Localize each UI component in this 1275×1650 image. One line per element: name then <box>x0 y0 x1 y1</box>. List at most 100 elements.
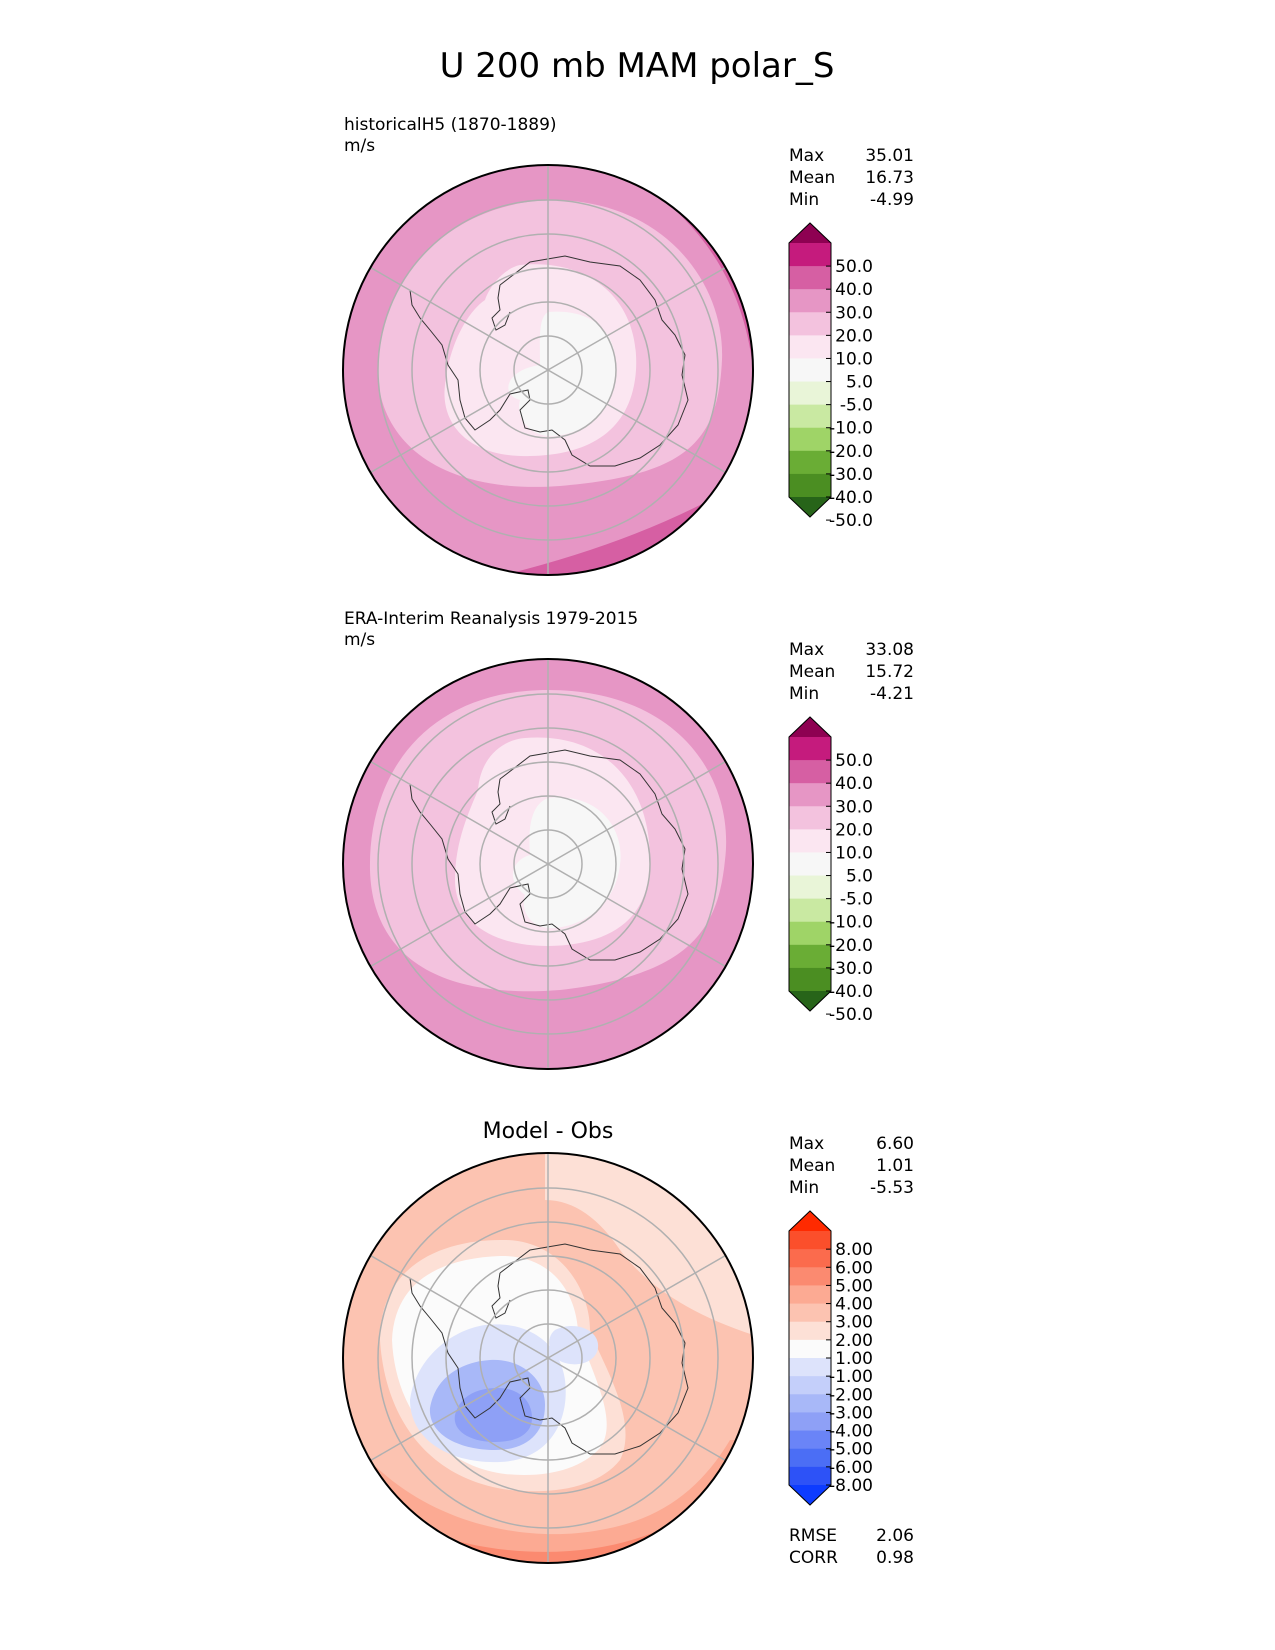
graticule-diff <box>370 1153 726 1563</box>
graticule-ref <box>370 659 726 1069</box>
colorbar-swatch <box>789 783 831 807</box>
colorbar-tick-label: -3.00 <box>829 1403 873 1423</box>
stat-label-min: Min <box>789 190 819 210</box>
colorbar-tick-label: 5.0 <box>846 867 873 887</box>
colorbar-tick-label: -4.00 <box>829 1422 873 1442</box>
colorbar-swatch <box>789 1321 831 1341</box>
colorbar-tick-label: -6.00 <box>829 1458 873 1478</box>
colorbar-tick-label: 30.0 <box>835 303 873 323</box>
colorbar-swatch <box>789 1249 831 1268</box>
panel-test: historicalH5 (1870-1889) m/s <box>342 115 914 576</box>
colorbar-swatch <box>789 358 831 383</box>
stats-test: Max 35.01 Mean 16.73 Min -4.99 <box>789 146 914 210</box>
colorbar-swatch <box>789 1339 831 1359</box>
colorbar-extend-min <box>789 1485 831 1505</box>
colorbar-ref: 50.0 40.0 30.0 20.0 10.0 5.0 -5.0 -10.0 -20.0 -30… <box>788 716 873 1025</box>
colorbar-swatch <box>789 427 831 452</box>
panel-test-title: historicalH5 (1870-1889) <box>344 115 557 135</box>
colorbar-swatch <box>789 1285 831 1305</box>
colorbar-tick-label: 3.00 <box>835 1313 873 1333</box>
colorbar-swatch <box>789 737 831 761</box>
panel-ref-title: ERA-Interim Reanalysis 1979-2015 <box>344 609 638 629</box>
colorbar-tick-label: -5.00 <box>829 1440 873 1460</box>
colorbar-tick-label: -50.0 <box>829 1005 873 1025</box>
colorbar-swatch <box>789 829 831 853</box>
colorbar-swatch <box>789 1394 831 1413</box>
stat-value-min: -4.99 <box>870 190 914 210</box>
colorbar-swatch <box>789 1358 831 1377</box>
antarctica-coastline-diff <box>409 1243 689 1455</box>
colorbar-tick-label: 20.0 <box>835 820 873 840</box>
stat-value-mean: 1.01 <box>876 1156 914 1176</box>
colorbar-extend-max <box>789 717 831 737</box>
colorbar-tick-label: 6.00 <box>835 1258 873 1278</box>
colorbar-extend-min <box>789 991 831 1011</box>
colorbar-swatch <box>789 312 831 336</box>
colorbar-swatch <box>789 381 831 406</box>
contour-fill-test <box>343 165 753 575</box>
colorbar-tick-label: 10.0 <box>835 843 873 863</box>
colorbar-swatch <box>789 852 831 877</box>
colorbar-diff: 8.006.005.004.003.002.001.00-1.00-2.00-3… <box>788 1210 873 1506</box>
colorbar-swatch <box>789 473 831 498</box>
colorbar-test: 50.0 40.0 30.0 20.0 10.0 5.0 -5.0 -10.0 -20.0 -30… <box>788 222 873 531</box>
stats-ref: Max 33.08 Mean 15.72 Min -4.21 <box>789 640 914 704</box>
colorbar-swatch <box>789 1430 831 1450</box>
polar-map-test <box>342 164 754 576</box>
antarctica-coastline-ref <box>409 749 689 961</box>
stat-label-mean: Mean <box>789 168 835 188</box>
colorbar-swatch <box>789 404 831 429</box>
colorbar-tick-label: 4.00 <box>835 1295 873 1315</box>
colorbar-tick-label: -8.00 <box>829 1476 873 1496</box>
colorbar-tick-label: 50.0 <box>835 257 873 277</box>
map-boundary-ref <box>342 658 754 1070</box>
colorbar-tick-label: -2.00 <box>829 1385 873 1405</box>
colorbar-swatch <box>789 1231 831 1250</box>
rmse-value: 2.06 <box>876 1526 914 1546</box>
colorbar-tick-label: -5.0 <box>840 396 873 416</box>
stat-value-max: 35.01 <box>865 146 914 166</box>
polar-map-diff <box>342 1152 754 1564</box>
colorbar-swatch <box>789 760 831 784</box>
colorbar-extend-max <box>789 223 831 243</box>
colorbar-swatch <box>789 898 831 923</box>
colorbar-swatch <box>789 921 831 946</box>
stat-label-max: Max <box>789 640 824 660</box>
graticule-test <box>370 165 726 575</box>
colorbar-tick-label: 40.0 <box>835 280 873 300</box>
colorbar-swatch <box>789 450 831 475</box>
colorbar-swatch <box>789 1376 831 1395</box>
colorbar-swatch <box>789 1466 831 1486</box>
colorbar-tick-label: -10.0 <box>829 419 873 439</box>
colorbar-tick-label: -10.0 <box>829 913 873 933</box>
stat-label-mean: Mean <box>789 662 835 682</box>
stat-value-min: -5.53 <box>870 1178 914 1198</box>
colorbar-tick-label: -40.0 <box>829 488 873 508</box>
colorbar-swatch <box>789 243 831 267</box>
stat-value-min: -4.21 <box>870 684 914 704</box>
stat-label-min: Min <box>789 1178 819 1198</box>
stat-value-mean: 16.73 <box>865 168 914 188</box>
colorbar-tick-label: -30.0 <box>829 959 873 979</box>
colorbar-swatch <box>789 289 831 313</box>
colorbar-tick-label: 40.0 <box>835 774 873 794</box>
polar-map-ref <box>342 658 754 1070</box>
stat-label-max: Max <box>789 146 824 166</box>
panel-diff-title: Model - Obs <box>483 1119 614 1144</box>
colorbar-tick-label: 8.00 <box>835 1240 873 1260</box>
panel-diff: Model - Obs <box>342 1119 914 1568</box>
colorbar-swatch <box>789 1412 831 1432</box>
stat-value-mean: 15.72 <box>865 662 914 682</box>
colorbar-tick-label: 1.00 <box>835 1349 873 1369</box>
colorbar-tick-label: -50.0 <box>829 511 873 531</box>
colorbar-tick-label: -5.0 <box>840 890 873 910</box>
corr-value: 0.98 <box>876 1548 914 1568</box>
stat-value-max: 33.08 <box>865 640 914 660</box>
colorbar-swatch <box>789 875 831 900</box>
colorbar-tick-label: -30.0 <box>829 465 873 485</box>
colorbar-swatch <box>789 967 831 992</box>
stat-label-min: Min <box>789 684 819 704</box>
colorbar-extend-max <box>789 1211 831 1231</box>
stat-label-max: Max <box>789 1134 824 1154</box>
stats-diff: Max 6.60 Mean 1.01 Min -5.53 <box>789 1134 914 1198</box>
